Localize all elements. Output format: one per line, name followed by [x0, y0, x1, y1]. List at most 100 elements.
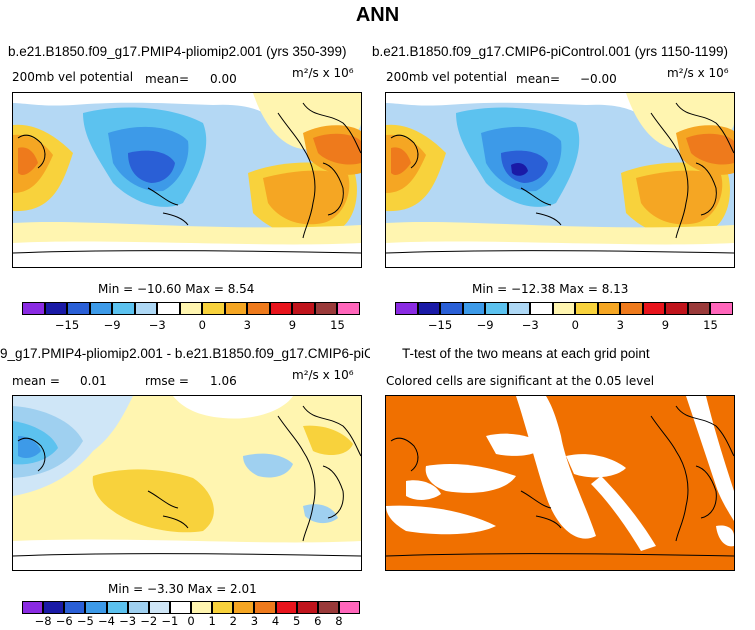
units-bottom-left: m²/s x 10⁶ [292, 368, 354, 382]
colorbar-tick-label: −9 [103, 318, 121, 332]
map-panel-top-right [385, 92, 735, 268]
colorbar-swatch [314, 302, 338, 315]
colorbar-swatch [530, 302, 553, 315]
colorbar-bottom-left [22, 601, 360, 614]
colorbar-swatch [43, 601, 65, 614]
colorbar-tick-label: 3 [616, 318, 624, 332]
panel-title-top-left: b.e21.B1850.f09_g17.PMIP4-pliomip2.001 (… [8, 44, 347, 59]
map-panel-bottom-right [385, 395, 735, 571]
panel-subtitle-bottom-right: Colored cells are significant at the 0.0… [386, 374, 655, 388]
colorbar-swatch [552, 302, 576, 315]
colorbar-tick-label: 8 [335, 614, 343, 628]
colorbar-swatch [112, 302, 135, 315]
colorbar-swatch [417, 302, 441, 315]
colorbar-swatch [275, 601, 297, 614]
colorbar-swatch [106, 601, 128, 614]
mean-value-top-right: −0.00 [580, 72, 617, 86]
minmax-top-right: Min = −12.38 Max = 8.13 [472, 282, 629, 296]
map-panel-top-left [12, 92, 362, 268]
colorbar-swatch [233, 601, 255, 614]
colorbar-swatch [202, 302, 225, 315]
colorbar-tick-label: −8 [34, 614, 52, 628]
colorbar-swatch [148, 601, 170, 614]
panel-title-top-right: b.e21.B1850.f09_g17.CMIP6-piControl.001 … [372, 44, 728, 59]
colorbar-swatch [22, 302, 45, 315]
colorbar-swatch [292, 302, 315, 315]
colorbar-top-right [395, 302, 733, 315]
colorbar-swatch [575, 302, 598, 315]
colorbar-tick-label: −1 [161, 614, 179, 628]
colorbar-tick-label: 3 [250, 614, 259, 628]
colorbar-tick-label: −3 [148, 318, 166, 332]
colorbar-swatch [169, 601, 191, 614]
units-top-left: m²/s x 10⁶ [292, 66, 354, 80]
colorbar-swatch [269, 302, 293, 315]
colorbar-swatch [337, 302, 360, 315]
colorbar-swatch [296, 601, 318, 614]
colorbar-tick-label: −4 [98, 614, 115, 628]
mean-label-top-right: mean= [516, 72, 561, 86]
colorbar-swatch [64, 601, 86, 614]
colorbar-tick-label: 3 [243, 318, 251, 332]
colorbar-tick-label: −3 [119, 614, 137, 628]
field-label-top-right: 200mb vel potential [386, 70, 508, 84]
colorbar-top-left [22, 302, 360, 315]
mean-label-top-left: mean= [145, 72, 190, 86]
field-label-top-left: 200mb vel potential [12, 70, 134, 84]
colorbar-tick-label: −15 [54, 318, 80, 332]
colorbar-tick-label: 1 [208, 614, 216, 628]
colorbar-swatch [67, 302, 90, 315]
figure-title: ANN [355, 4, 400, 26]
colorbar-swatch [395, 302, 418, 315]
colorbar-swatch [507, 302, 531, 315]
colorbar-swatch [485, 302, 508, 315]
colorbar-swatch [179, 302, 203, 315]
mean-value-bottom-left: 0.01 [80, 374, 107, 388]
colorbar-tick-label: 2 [229, 614, 237, 628]
colorbar-swatch [89, 302, 113, 315]
mean-value-top-left: 0.00 [210, 72, 237, 86]
colorbar-tick-label: −6 [55, 614, 73, 628]
colorbar-tick-label: 4 [271, 614, 280, 628]
colorbar-tick-label: −2 [140, 614, 158, 628]
colorbar-swatch [597, 302, 621, 315]
colorbar-swatch [642, 302, 666, 315]
colorbar-tick-label: 15 [330, 318, 345, 332]
colorbar-swatch [254, 601, 276, 614]
colorbar-swatch [157, 302, 180, 315]
rmse-label-bottom-left: rmse = [145, 374, 189, 388]
colorbar-tick-label: 5 [292, 614, 301, 628]
colorbar-swatch [212, 601, 234, 614]
panel-title-bottom-right: T-test of the two means at each grid poi… [402, 346, 650, 361]
colorbar-tick-label: 6 [314, 614, 322, 628]
colorbar-swatch [22, 601, 44, 614]
colorbar-swatch [85, 601, 107, 614]
colorbar-swatch [462, 302, 486, 315]
mean-label-bottom-left: mean = [12, 374, 60, 388]
colorbar-swatch [44, 302, 68, 315]
panel-title-bottom-left: 9_g17.PMIP4-pliomip2.001 - b.e21.B1850.f… [0, 346, 370, 361]
colorbar-swatch [620, 302, 643, 315]
colorbar-tick-label: 15 [703, 318, 718, 332]
colorbar-tick-label: 0 [571, 318, 579, 332]
map-panel-bottom-left [12, 395, 362, 571]
colorbar-tick-label: −15 [427, 318, 453, 332]
colorbar-swatch [127, 601, 149, 614]
minmax-bottom-left: Min = −3.30 Max = 2.01 [108, 582, 257, 596]
colorbar-tick-label: 0 [187, 614, 195, 628]
colorbar-swatch [687, 302, 711, 315]
colorbar-tick-label: −5 [76, 614, 94, 628]
colorbar-swatch [191, 601, 213, 614]
colorbar-tick-label: 0 [198, 318, 206, 332]
colorbar-tick-label: 9 [661, 318, 670, 332]
colorbar-swatch [134, 302, 158, 315]
colorbar-swatch [247, 302, 270, 315]
colorbar-swatch [338, 601, 360, 614]
colorbar-tick-label: 9 [288, 318, 297, 332]
colorbar-tick-label: −3 [521, 318, 539, 332]
colorbar-swatch [440, 302, 463, 315]
colorbar-swatch [317, 601, 339, 614]
colorbar-swatch [710, 302, 733, 315]
colorbar-swatch [224, 302, 248, 315]
units-top-right: m²/s x 10⁶ [667, 66, 729, 80]
